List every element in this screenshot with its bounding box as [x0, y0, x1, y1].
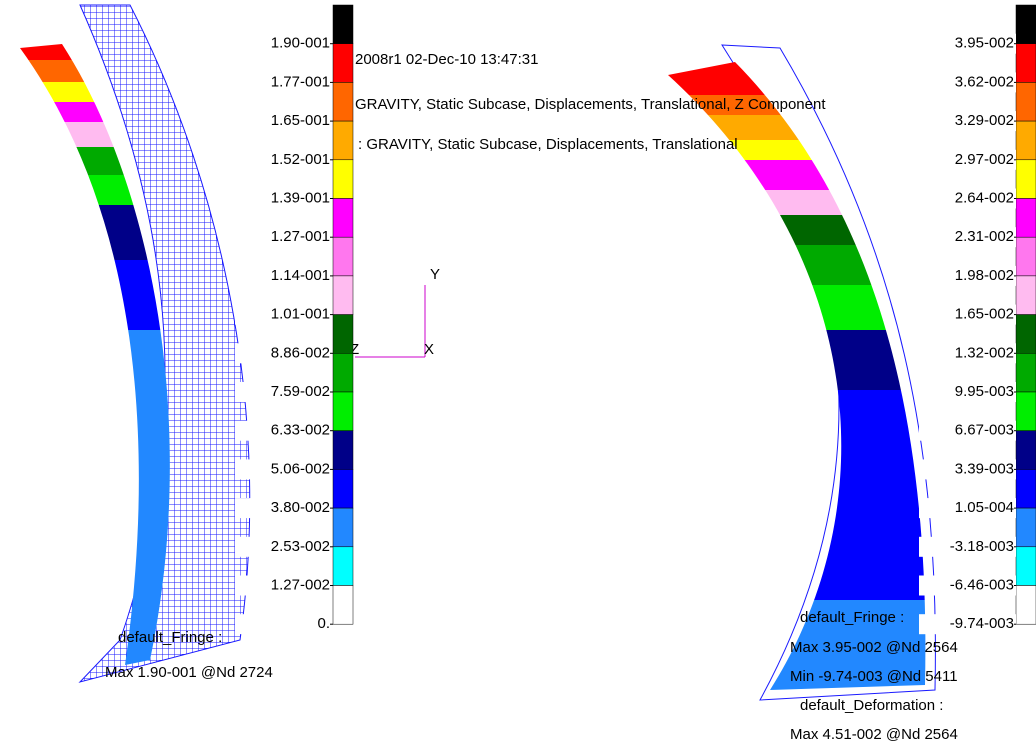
footer-line: Min -9.74-003 @Nd 5411 — [790, 668, 958, 685]
legend-swatch — [1016, 547, 1036, 586]
legend-swatch — [333, 121, 353, 160]
legend-swatch — [1016, 5, 1036, 44]
legend-label: 1.32-002 — [955, 344, 1014, 361]
legend-label: 1.65-001 — [271, 112, 330, 129]
legend-label: 2.53-002 — [271, 538, 330, 555]
legend-swatch — [1016, 508, 1036, 547]
axis-label: Y — [430, 266, 440, 283]
legend-label: 1.27-001 — [271, 228, 330, 245]
legend-swatch — [1016, 44, 1036, 83]
legend-swatch — [333, 586, 353, 625]
legend-label: 3.95-002 — [955, 35, 1014, 52]
legend-label: 1.77-001 — [271, 73, 330, 90]
mesh — [80, 5, 250, 682]
legend-label: -6.46-003 — [950, 576, 1014, 593]
legend-swatch — [1016, 469, 1036, 508]
legend-swatch — [333, 469, 353, 508]
footer-line: default_Fringe : — [800, 609, 904, 626]
legend-swatch — [1016, 431, 1036, 470]
legend-label: 7.59-002 — [271, 383, 330, 400]
legend-swatch — [1016, 121, 1036, 160]
legend-swatch — [1016, 276, 1036, 315]
legend-swatch — [1016, 82, 1036, 121]
legend-swatch — [333, 237, 353, 276]
axis-triad — [355, 285, 425, 357]
legend-swatch — [333, 392, 353, 431]
legend-swatch — [1016, 586, 1036, 625]
footer-line: Max 3.95-002 @Nd 2564 — [790, 639, 958, 656]
legend-label: 1.05-004 — [955, 499, 1014, 516]
legend-label: 3.29-002 — [955, 112, 1014, 129]
axis-label: X — [424, 341, 434, 358]
legend-label: 6.67-003 — [955, 422, 1014, 439]
legend-swatch — [333, 82, 353, 121]
legend-label: 0. — [317, 615, 330, 632]
screen: Y Z X 1.90-0011.77-0011.65-0011.52-0011.… — [0, 0, 1036, 751]
legend-label: -3.18-003 — [950, 538, 1014, 555]
legend-swatch — [333, 315, 353, 354]
footer-line: Max 1.90-001 @Nd 2724 — [105, 664, 273, 681]
header-line: 2008r1 02-Dec-10 13:47:31 — [355, 51, 538, 68]
legend-label: 2.97-002 — [955, 151, 1014, 168]
legend-swatch — [333, 353, 353, 392]
legend-swatch — [333, 199, 353, 238]
header-line: : GRAVITY, Static Subcase, Displacements… — [358, 136, 738, 153]
legend-swatch — [333, 276, 353, 315]
legend-swatch — [333, 547, 353, 586]
legend-label: 1.52-001 — [271, 151, 330, 168]
legend-label: 2.31-002 — [955, 228, 1014, 245]
legend-swatch — [1016, 199, 1036, 238]
legend-label: 1.39-001 — [271, 189, 330, 206]
header-line: GRAVITY, Static Subcase, Displacements, … — [355, 96, 826, 113]
footer-line: default_Fringe : — [118, 629, 222, 646]
legend-swatch — [333, 5, 353, 44]
footer-line: Max 4.51-002 @Nd 2564 — [790, 726, 958, 743]
legend-swatch — [333, 160, 353, 199]
legend-label: 5.06-002 — [271, 460, 330, 477]
legend-label: -9.74-003 — [950, 615, 1014, 632]
footer-line: default_Deformation : — [800, 697, 943, 714]
legend-swatch — [1016, 353, 1036, 392]
legend-label: 1.65-002 — [955, 306, 1014, 323]
legend-label: 9.95-003 — [955, 383, 1014, 400]
legend-label: 1.14-001 — [271, 267, 330, 284]
legend-label: 1.01-001 — [271, 306, 330, 323]
legend-swatch — [1016, 392, 1036, 431]
legend-label: 3.39-003 — [955, 460, 1014, 477]
legend-label: 3.80-002 — [271, 499, 330, 516]
legend-label: 1.98-002 — [955, 267, 1014, 284]
legend-swatch — [333, 508, 353, 547]
legend-label: 2.64-002 — [955, 189, 1014, 206]
legend-label: 8.86-002 — [271, 344, 330, 361]
legend-swatch — [333, 431, 353, 470]
legend-label: 1.90-001 — [271, 35, 330, 52]
legend-swatch — [333, 44, 353, 83]
legend-label: 6.33-002 — [271, 422, 330, 439]
legend-swatch — [1016, 237, 1036, 276]
legend-label: 1.27-002 — [271, 576, 330, 593]
legend-label: 3.62-002 — [955, 73, 1014, 90]
legend-swatch — [1016, 160, 1036, 199]
legend-swatch — [1016, 315, 1036, 354]
